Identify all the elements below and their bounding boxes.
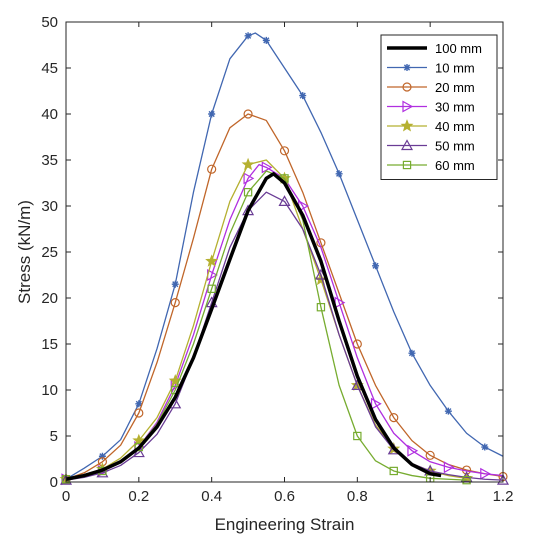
x-tick-label: 0 bbox=[62, 488, 70, 505]
data-point-10-mm bbox=[444, 407, 452, 415]
legend-label-60-mm: 60 mm bbox=[435, 158, 475, 173]
x-tick-label: 0.6 bbox=[274, 488, 295, 505]
x-tick-label: 0.8 bbox=[347, 488, 368, 505]
legend-marker-60-mm bbox=[402, 160, 412, 170]
data-point-10-mm bbox=[335, 170, 343, 178]
y-tick-label: 50 bbox=[41, 14, 58, 31]
data-point-50-mm bbox=[278, 195, 291, 206]
data-point-10-mm bbox=[299, 92, 307, 100]
data-point-10-mm bbox=[408, 349, 416, 357]
series-line-50-mm bbox=[65, 191, 504, 481]
data-point-10-mm bbox=[244, 32, 252, 40]
y-tick-label: 45 bbox=[41, 60, 58, 77]
data-point-20-mm bbox=[134, 408, 144, 418]
data-point-30-mm bbox=[261, 161, 273, 174]
legend-box bbox=[380, 34, 498, 180]
legend-entry-30-mm: 30 mm bbox=[387, 100, 475, 115]
data-point-10-mm bbox=[208, 110, 216, 118]
data-point-60-mm bbox=[316, 303, 326, 312]
data-point-20-mm bbox=[170, 298, 180, 308]
series-line-100-mm bbox=[65, 172, 442, 481]
data-point-60-mm bbox=[134, 442, 144, 452]
y-tick-label: 20 bbox=[41, 290, 58, 307]
legend-marker-10-mm bbox=[403, 64, 411, 71]
legend-label-30-mm: 30 mm bbox=[435, 100, 475, 115]
legend-label-20-mm: 20 mm bbox=[435, 80, 475, 95]
data-point-60-mm bbox=[389, 466, 398, 476]
y-tick-label: 10 bbox=[41, 382, 58, 399]
data-point-30-mm bbox=[443, 461, 455, 474]
x-tick-label: 1.2 bbox=[493, 488, 514, 505]
y-axis-label: Stress (kN/m) bbox=[15, 200, 34, 304]
data-point-20-mm bbox=[207, 164, 217, 174]
data-point-20-mm bbox=[279, 146, 290, 156]
y-tick-label: 40 bbox=[41, 106, 58, 123]
y-tick-label: 15 bbox=[41, 336, 58, 353]
data-point-10-mm bbox=[98, 452, 106, 460]
data-point-10-mm bbox=[372, 262, 380, 270]
data-point-30-mm bbox=[407, 444, 419, 457]
data-point-10-mm bbox=[135, 400, 143, 408]
legend-entry-60-mm: 60 mm bbox=[387, 158, 475, 173]
x-tick-label: 0.2 bbox=[128, 488, 149, 505]
data-point-40-mm bbox=[241, 157, 255, 171]
legend-label-50-mm: 50 mm bbox=[435, 139, 475, 154]
legend-marker-20-mm bbox=[402, 82, 412, 92]
legend-label-100-mm: 100 mm bbox=[435, 41, 482, 56]
data-point-10-mm bbox=[481, 443, 489, 451]
data-point-30-mm bbox=[243, 172, 255, 185]
legend-entry-100-mm: 100 mm bbox=[387, 41, 482, 56]
y-tick-label: 5 bbox=[50, 428, 58, 445]
data-point-10-mm bbox=[262, 36, 270, 44]
series-100-mm bbox=[65, 172, 442, 481]
legend-label-40-mm: 40 mm bbox=[435, 119, 475, 134]
legend-entry-20-mm: 20 mm bbox=[387, 80, 475, 95]
x-tick-label: 1 bbox=[426, 488, 434, 505]
legend-entry-50-mm: 50 mm bbox=[387, 139, 475, 154]
data-point-50-mm bbox=[496, 473, 510, 485]
data-point-20-mm bbox=[425, 450, 435, 460]
series-layer bbox=[59, 32, 510, 486]
y-tick-label: 35 bbox=[41, 152, 58, 169]
legend-label-10-mm: 10 mm bbox=[435, 61, 475, 76]
data-point-60-mm bbox=[243, 188, 253, 197]
data-point-20-mm bbox=[389, 413, 399, 423]
data-point-10-mm bbox=[171, 280, 179, 288]
data-point-30-mm bbox=[480, 467, 492, 480]
legend-marker-30-mm bbox=[402, 100, 414, 113]
data-point-20-mm bbox=[243, 109, 253, 119]
data-point-40-mm bbox=[205, 254, 219, 267]
data-point-60-mm bbox=[207, 284, 216, 294]
x-axis-label: Engineering Strain bbox=[215, 515, 355, 534]
legend-marker-50-mm bbox=[400, 139, 414, 151]
y-tick-label: 25 bbox=[41, 244, 58, 261]
data-point-50-mm bbox=[132, 446, 145, 458]
x-tick-label: 0.4 bbox=[201, 488, 222, 505]
legend-entry-40-mm: 40 mm bbox=[387, 119, 475, 134]
data-point-30-mm bbox=[370, 397, 382, 410]
legend: 100 mm 10 mm 20 mm 30 mm 40 mm 50 mm 60 mm bbox=[380, 34, 498, 180]
axes: 0 0.2 0.4 0.6 0.8 1 1.2 0 5 10 15 20 25 30 35 40 45 50 bbox=[41, 14, 513, 505]
y-tick-label: 30 bbox=[41, 198, 58, 215]
data-point-60-mm bbox=[462, 475, 471, 485]
legend-marker-40-mm bbox=[400, 119, 414, 132]
series-line-20-mm bbox=[65, 113, 504, 480]
data-point-60-mm bbox=[353, 431, 362, 441]
legend-entry-10-mm: 10 mm bbox=[387, 61, 475, 76]
series-line-10-mm bbox=[65, 32, 504, 480]
y-tick-label: 0 bbox=[50, 474, 58, 491]
